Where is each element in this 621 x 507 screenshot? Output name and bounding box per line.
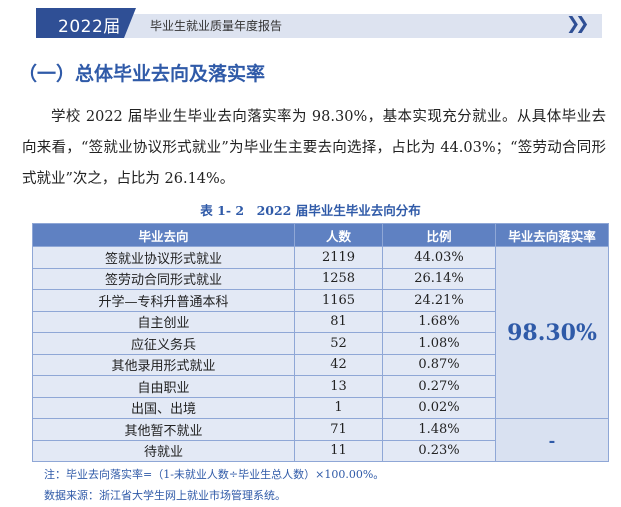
cell-destination: 自由职业 [32, 375, 295, 398]
table-row: 其他录用形式就业 42 0.87% [32, 353, 609, 376]
cell-ratio: 44.03% [382, 246, 496, 269]
body-paragraph: 学校 2022 届毕业生毕业去向落实率为 98.30%，基本实现充分就业。从具体… [22, 109, 606, 187]
cell-ratio: 0.87% [382, 353, 496, 376]
cell-destination: 签就业协议形式就业 [32, 246, 295, 269]
destination-table: 毕业去向 人数 比例 毕业去向落实率 签就业协议形式就业 2119 44.03%… [32, 223, 609, 462]
cell-count: 13 [294, 375, 383, 398]
header-title: 毕业生就业质量年度报告 [150, 19, 283, 33]
table-row: 签劳动合同形式就业 1258 26.14% [32, 267, 609, 290]
table-row: 自主创业 81 1.68% [32, 310, 609, 333]
cell-ratio: 0.23% [382, 439, 496, 462]
cell-ratio: 0.27% [382, 375, 496, 398]
header-rate: 毕业去向落实率 [495, 223, 609, 247]
cell-destination: 签劳动合同形式就业 [32, 267, 295, 290]
cell-ratio: 1.08% [382, 332, 496, 355]
cell-count: 1 [294, 396, 383, 419]
cell-destination: 应征义务兵 [32, 332, 295, 355]
table-header-row: 毕业去向 人数 比例 毕业去向落实率 [32, 223, 609, 247]
cell-count: 42 [294, 353, 383, 376]
section-title: （一）总体毕业去向及落实率 [18, 63, 266, 85]
table-row: 签就业协议形式就业 2119 44.03% 98.30% [32, 246, 609, 419]
table-row: 待就业 11 0.23% [32, 439, 609, 462]
cell-destination: 出国、出境 [32, 396, 295, 419]
cell-ratio: 1.68% [382, 310, 496, 333]
cell-rate-employed: 98.30% [495, 246, 609, 419]
cell-count: 81 [294, 310, 383, 333]
note-formula: 注：毕业去向落实率=（1-未就业人数÷毕业生总人数）×100.00%。 [44, 468, 385, 481]
header-count: 人数 [294, 223, 383, 247]
header-band [40, 14, 602, 38]
cell-count: 2119 [294, 246, 383, 269]
table-caption: 表 1- 2 2022 届毕业生毕业去向分布 [200, 203, 421, 218]
header-destination: 毕业去向 [32, 223, 295, 247]
cell-count: 11 [294, 439, 383, 462]
cell-count: 1258 [294, 267, 383, 290]
cell-count: 52 [294, 332, 383, 355]
note-source: 数据来源：浙江省大学生网上就业市场管理系统。 [44, 489, 286, 502]
header-year-label: 2022届 [58, 17, 121, 37]
cell-ratio: 24.21% [382, 289, 496, 312]
cell-destination: 升学—专科升普通本科 [32, 289, 295, 312]
cell-count: 1165 [294, 289, 383, 312]
cell-destination: 其他录用形式就业 [32, 353, 295, 376]
header-year-tab: 2022届 [36, 8, 136, 38]
cell-destination: 自主创业 [32, 310, 295, 333]
double-chevron-right-icon: ❯❯ [566, 14, 589, 34]
cell-ratio: 26.14% [382, 267, 496, 290]
cell-ratio: 0.02% [382, 396, 496, 419]
cell-count: 71 [294, 418, 383, 441]
cell-rate-unemployed: - [495, 418, 609, 462]
cell-destination: 其他暂不就业 [32, 418, 295, 441]
cell-destination: 待就业 [32, 439, 295, 462]
cell-ratio: 1.48% [382, 418, 496, 441]
table-row: 其他暂不就业 71 1.48% - [32, 418, 609, 462]
table-row: 自由职业 13 0.27% [32, 375, 609, 398]
page-header: 2022届 毕业生就业质量年度报告 ❯❯ [0, 0, 621, 46]
header-ratio: 比例 [382, 223, 496, 247]
table-row: 应征义务兵 52 1.08% [32, 332, 609, 355]
